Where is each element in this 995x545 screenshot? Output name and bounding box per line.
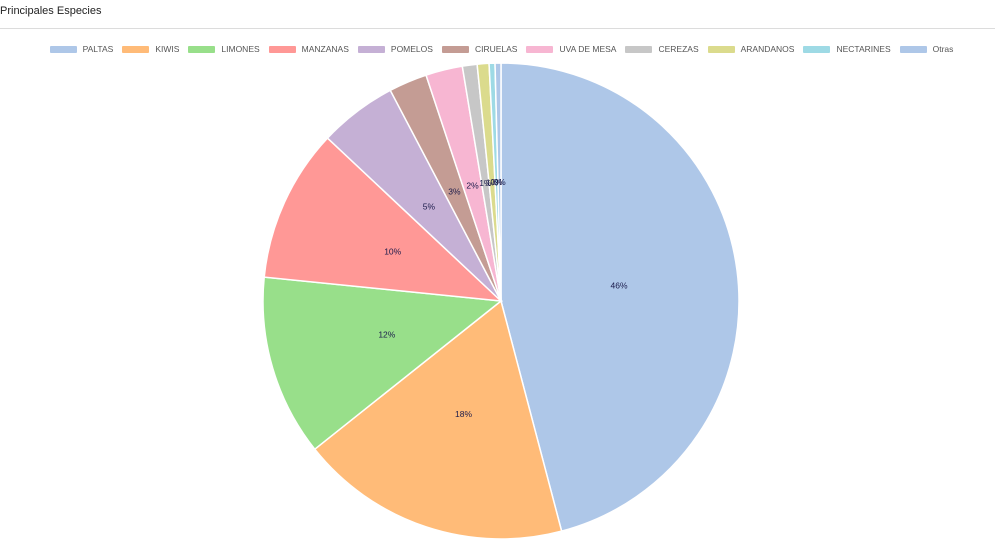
slice-label-ciruelas: 3% xyxy=(448,186,461,196)
legend-label: POMELOS xyxy=(390,44,433,54)
legend-item-otras[interactable]: Otras xyxy=(899,44,954,54)
legend-item-kiwis[interactable]: KIWIS xyxy=(122,44,179,54)
slice-label-arandanos: 1% xyxy=(486,177,499,187)
legend-item-uva-de-mesa[interactable]: UVA DE MESA xyxy=(526,44,616,54)
legend-swatch xyxy=(188,45,216,53)
legend-swatch xyxy=(49,45,77,53)
panel-title: Principales Especies xyxy=(0,5,102,17)
pie-slice-limones[interactable] xyxy=(262,276,503,451)
legend-item-arandanos[interactable]: ARANDANOS xyxy=(707,44,795,54)
legend-label: CIRUELAS xyxy=(474,44,518,54)
panel-header: Principales Especies xyxy=(0,0,995,29)
slice-label-otras: 0% xyxy=(493,177,506,187)
legend-label: CEREZAS xyxy=(658,44,699,54)
legend-label: MANZANAS xyxy=(301,44,349,54)
legend-item-manzanas[interactable]: MANZANAS xyxy=(268,44,349,54)
slice-label-cerezas: 1% xyxy=(479,178,492,188)
pie-slice-paltas[interactable] xyxy=(500,62,740,533)
legend-label: UVA DE MESA xyxy=(559,44,617,54)
pie-labels: 46%18%12%10%5%3%2% 1%1%0%0% xyxy=(378,177,628,419)
slice-label-paltas: 46% xyxy=(611,281,628,291)
legend-label: PALTAS xyxy=(82,44,114,54)
chart-legend: PALTAS KIWIS LIMONES MANZANAS POMELOS CIRUELA… xyxy=(0,44,995,54)
slice-label-kiwis: 18% xyxy=(455,409,472,419)
legend-swatch xyxy=(707,45,735,53)
slice-label-limones: 12% xyxy=(378,330,395,340)
pie-slice-manzanas[interactable] xyxy=(263,137,504,302)
legend-swatch xyxy=(625,45,653,53)
pie-slices xyxy=(262,62,740,540)
legend-swatch xyxy=(357,45,385,53)
legend-item-nectarines[interactable]: NECTARINES xyxy=(803,44,891,54)
slice-label-pomelos: 5% xyxy=(423,201,436,211)
legend-item-limones[interactable]: LIMONES xyxy=(188,44,260,54)
legend-item-paltas[interactable]: PALTAS xyxy=(49,44,114,54)
legend-label: ARANDANOS xyxy=(740,44,795,54)
legend-swatch xyxy=(899,45,927,53)
legend-label: LIMONES xyxy=(221,44,260,54)
pie-slice-otras[interactable] xyxy=(494,62,502,302)
legend-swatch xyxy=(441,45,469,53)
legend-swatch xyxy=(526,45,554,53)
legend-label: KIWIS xyxy=(155,44,180,54)
legend-swatch xyxy=(122,45,150,53)
slice-label-manzanas: 10% xyxy=(384,247,401,257)
slice-label-nectarines: 0% xyxy=(490,177,503,187)
legend-swatch xyxy=(803,45,831,53)
legend-label: NECTARINES xyxy=(836,44,891,54)
legend-item-pomelos[interactable]: POMELOS xyxy=(357,44,433,54)
legend-label: Otras xyxy=(932,44,954,54)
legend-item-ciruelas[interactable]: CIRUELAS xyxy=(441,44,518,54)
slice-label-uva-de-mesa: 2% xyxy=(466,180,479,190)
legend-item-cerezas[interactable]: CEREZAS xyxy=(625,44,699,54)
legend-swatch xyxy=(268,45,296,53)
pie-slice-kiwis[interactable] xyxy=(313,299,563,540)
